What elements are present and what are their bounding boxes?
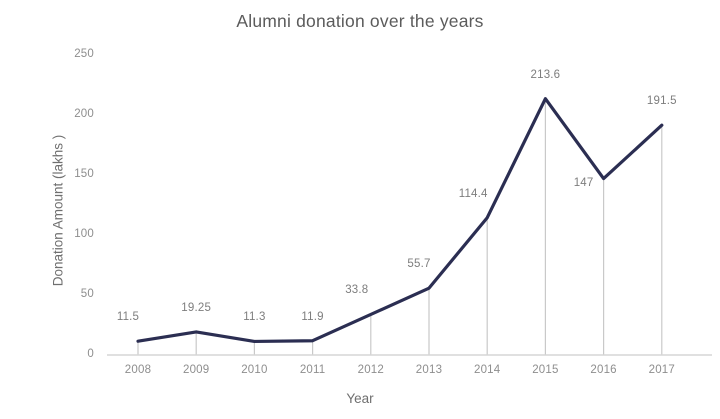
y-axis-tick-label: 250 xyxy=(74,48,94,60)
y-axis-title: Donation Amount (lakhs ) xyxy=(50,134,66,287)
y-axis-tick-label: 200 xyxy=(74,108,94,120)
x-axis-tick-label: 2016 xyxy=(590,364,617,376)
data-point-label: 33.8 xyxy=(345,284,369,297)
x-axis-tick-label: 2017 xyxy=(648,364,675,376)
x-axis-tick-label: 2010 xyxy=(241,364,268,376)
data-point-label: 11.3 xyxy=(243,311,266,324)
y-axis-tick-label: 0 xyxy=(87,348,94,360)
x-axis-title: Year xyxy=(346,391,374,406)
data-point-label: 147 xyxy=(573,176,594,189)
y-axis-tick-label: 50 xyxy=(80,288,94,300)
chart-title: Alumni donation over the years xyxy=(236,11,484,31)
x-axis-tick-label: 2014 xyxy=(473,364,501,376)
data-point-label: 11.9 xyxy=(301,310,324,323)
y-axis-tick-label: 150 xyxy=(74,168,94,180)
data-point-label: 11.5 xyxy=(116,311,140,324)
x-axis-tick-label: 2012 xyxy=(357,364,384,376)
data-point-label: 191.5 xyxy=(646,95,677,108)
data-point-label: 213.6 xyxy=(530,68,561,81)
data-series-line xyxy=(136,97,664,344)
data-point-label: 114.4 xyxy=(458,187,488,200)
data-point-label: 19.25 xyxy=(181,301,212,314)
x-axis-tick-label: 2015 xyxy=(532,364,559,376)
droplines-group xyxy=(137,98,663,355)
x-axis-tick-label: 2013 xyxy=(415,364,443,376)
x-axis-tick-label: 2011 xyxy=(299,364,326,376)
x-axis-tick-label: 2008 xyxy=(124,364,152,376)
data-point-label: 55.7 xyxy=(407,258,431,271)
y-axis-tick-label: 100 xyxy=(74,228,94,240)
x-axis-tick-label: 2009 xyxy=(182,364,210,376)
